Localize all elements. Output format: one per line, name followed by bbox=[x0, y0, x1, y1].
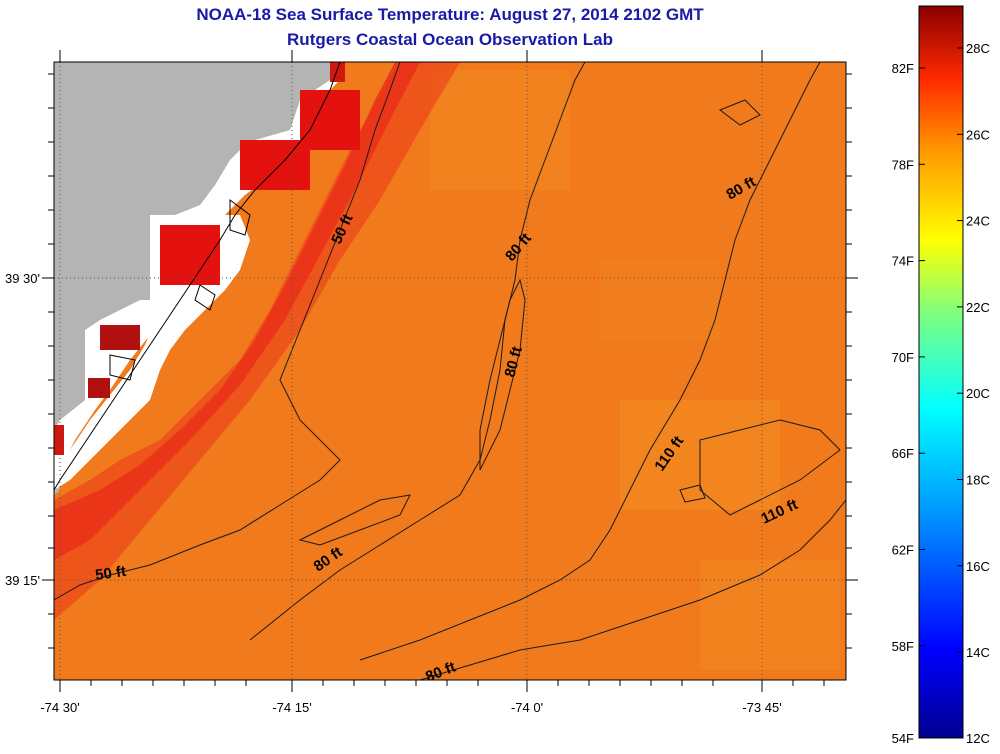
colorbar-celsius-label: 28C bbox=[966, 41, 990, 56]
colorbar-fahrenheit-label: 54F bbox=[892, 731, 914, 746]
colorbar-celsius-label: 22C bbox=[966, 300, 990, 315]
colorbar-labels: 82F 78F 74F 70F 66F 62F 58F 54F 28C 26C 24C 22C 20C 1… bbox=[892, 41, 990, 746]
colorbar-celsius-label: 18C bbox=[966, 473, 990, 488]
colorbar-fahrenheit-label: 74F bbox=[892, 254, 914, 269]
map-frame bbox=[53, 61, 847, 681]
bathymetry-contour bbox=[298, 494, 411, 546]
contour-label: 50 ft bbox=[94, 563, 127, 584]
lon-tick-label: -73 45' bbox=[742, 700, 781, 715]
colorbar-ticks bbox=[919, 47, 963, 739]
colorbar-fahrenheit-label: 70F bbox=[892, 350, 914, 365]
bathymetry-contour bbox=[54, 62, 401, 601]
colorbar bbox=[918, 5, 964, 739]
bathymetry-contour bbox=[419, 499, 846, 680]
frame-ticks bbox=[42, 50, 858, 692]
colorbar-celsius-label: 24C bbox=[966, 214, 990, 229]
lat-tick-label: 39 15' bbox=[5, 573, 40, 588]
map-subtitle: Rutgers Coastal Ocean Observation Lab bbox=[287, 30, 613, 49]
bathymetry-contour bbox=[679, 484, 706, 503]
colorbar-celsius-label: 14C bbox=[966, 645, 990, 660]
colorbar-celsius-label: 16C bbox=[966, 559, 990, 574]
lon-tick-label: -74 30' bbox=[40, 700, 79, 715]
bathymetry-contour bbox=[718, 99, 761, 126]
bathymetry-contour bbox=[249, 62, 586, 641]
colorbar-celsius-label: 20C bbox=[966, 386, 990, 401]
colorbar-celsius-label: 26C bbox=[966, 127, 990, 142]
map-title: NOAA-18 Sea Surface Temperature: August … bbox=[196, 5, 704, 24]
bathymetry-contour bbox=[359, 62, 821, 661]
map-panel: 50 ft 80 ft 80 ft 80 ft 110 ft 110 ft 50… bbox=[54, 62, 846, 680]
colorbar-fahrenheit-label: 78F bbox=[892, 157, 914, 172]
land-mass bbox=[54, 62, 330, 430]
colorbar-celsius-label: 12C bbox=[966, 731, 990, 746]
graticule bbox=[54, 62, 846, 680]
colorbar-fahrenheit-label: 82F bbox=[892, 61, 914, 76]
colorbar-fahrenheit-label: 58F bbox=[892, 639, 914, 654]
lon-tick-label: -74 15' bbox=[272, 700, 311, 715]
lat-tick-label: 39 30' bbox=[5, 271, 40, 286]
colorbar-fahrenheit-label: 66F bbox=[892, 446, 914, 461]
bathymetry-contour bbox=[699, 419, 841, 516]
lon-tick-label: -74 0' bbox=[511, 700, 543, 715]
coastline bbox=[54, 62, 341, 491]
colorbar-fahrenheit-label: 62F bbox=[892, 543, 914, 558]
bathymetry-contour bbox=[479, 278, 526, 471]
